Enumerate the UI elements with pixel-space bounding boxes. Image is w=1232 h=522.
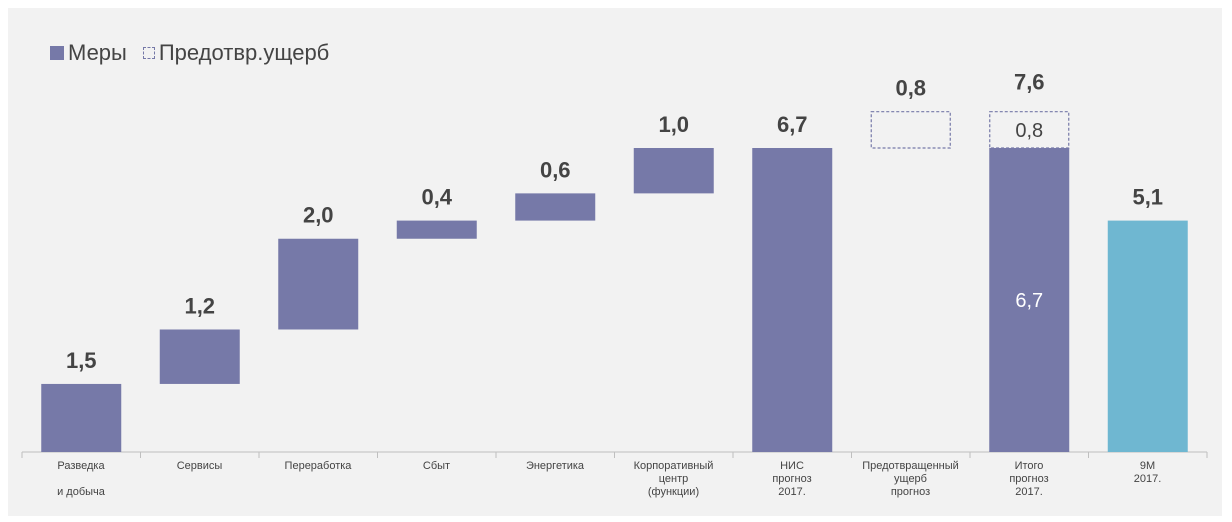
bar — [278, 238, 359, 330]
category-label-line: Разведка — [57, 460, 105, 472]
bar-value-label: 0,4 — [421, 185, 452, 210]
bar-value-label: 7,6 — [1014, 70, 1045, 95]
category-label-line: Сбыт — [422, 460, 451, 472]
category-label-line: 2017. — [1015, 486, 1043, 498]
bar-segment-label: 0,8 — [1015, 120, 1043, 142]
category-label-line: прогноз — [1009, 473, 1049, 485]
bar — [41, 383, 122, 452]
bar — [159, 329, 240, 384]
category-label-line: Предотвращенный — [862, 460, 959, 472]
bar-value-label: 1,5 — [66, 348, 97, 373]
legend: Меры Предотвр.ущерб — [50, 38, 345, 68]
category-label: Энергетика — [496, 460, 614, 473]
category-label: Сбыт — [378, 460, 496, 473]
category-label-line — [22, 473, 140, 486]
bar-value-label: 6,7 — [777, 112, 808, 137]
bar — [870, 111, 951, 149]
category-label: Предотвращенный ущерб прогноз — [852, 460, 970, 499]
bar-value-label: 0,8 — [895, 76, 926, 101]
bar — [515, 193, 596, 221]
category-label: 9М 2017. — [1089, 460, 1207, 486]
bar — [633, 148, 714, 194]
bar — [752, 148, 833, 452]
bar-segment — [989, 148, 1070, 452]
bar-value-label: 1,0 — [658, 112, 689, 137]
bar-value-label: 2,0 — [303, 203, 334, 228]
category-label-line: Итого — [1014, 460, 1044, 472]
legend-swatch-solid — [50, 46, 64, 60]
bar — [396, 220, 477, 239]
bar-value-label: 1,2 — [184, 293, 215, 318]
category-label: Сервисы — [141, 460, 259, 473]
bar-segment-label: 6,7 — [1015, 290, 1043, 312]
category-label-line: Переработка — [284, 460, 352, 472]
category-label-line: ущерб — [894, 473, 927, 485]
category-label: НИС прогноз 2017. — [733, 460, 851, 499]
bar-value-label: 5,1 — [1132, 185, 1163, 210]
category-label-line: 2017. — [1133, 473, 1162, 485]
category-label: Итого прогноз 2017. — [970, 460, 1088, 499]
category-label-line: Корпоративный — [633, 460, 714, 472]
legend-swatch-dashed — [142, 47, 155, 59]
category-label-line: НИС — [780, 460, 804, 472]
bar-segment — [989, 111, 1070, 149]
category-label-line: центр — [658, 473, 689, 485]
category-label-line: и добыча — [57, 486, 105, 498]
legend-label-mery: Меры — [68, 40, 127, 65]
legend-item-mery: Меры — [50, 40, 127, 66]
legend-label-predotvr: Предотвр.ущерб — [158, 40, 330, 65]
category-label-line: 2017. — [778, 486, 806, 498]
bar-value-label: 0,6 — [540, 157, 571, 182]
bar — [1107, 220, 1188, 452]
category-label-line: (функции) — [647, 486, 700, 498]
category-label-line: Энергетика — [525, 460, 585, 472]
category-label: Корпоративный центр (функции) — [615, 460, 733, 499]
category-label-line: 9М — [1139, 460, 1156, 472]
legend-item-predotvr: Предотвр.ущерб — [142, 40, 330, 66]
category-label: Переработка — [259, 460, 377, 473]
category-label-line: прогноз — [890, 486, 931, 498]
category-label: Разведка и добыча — [22, 460, 140, 499]
category-label-line: Сервисы — [176, 460, 223, 472]
category-label-line: прогноз — [772, 473, 812, 485]
